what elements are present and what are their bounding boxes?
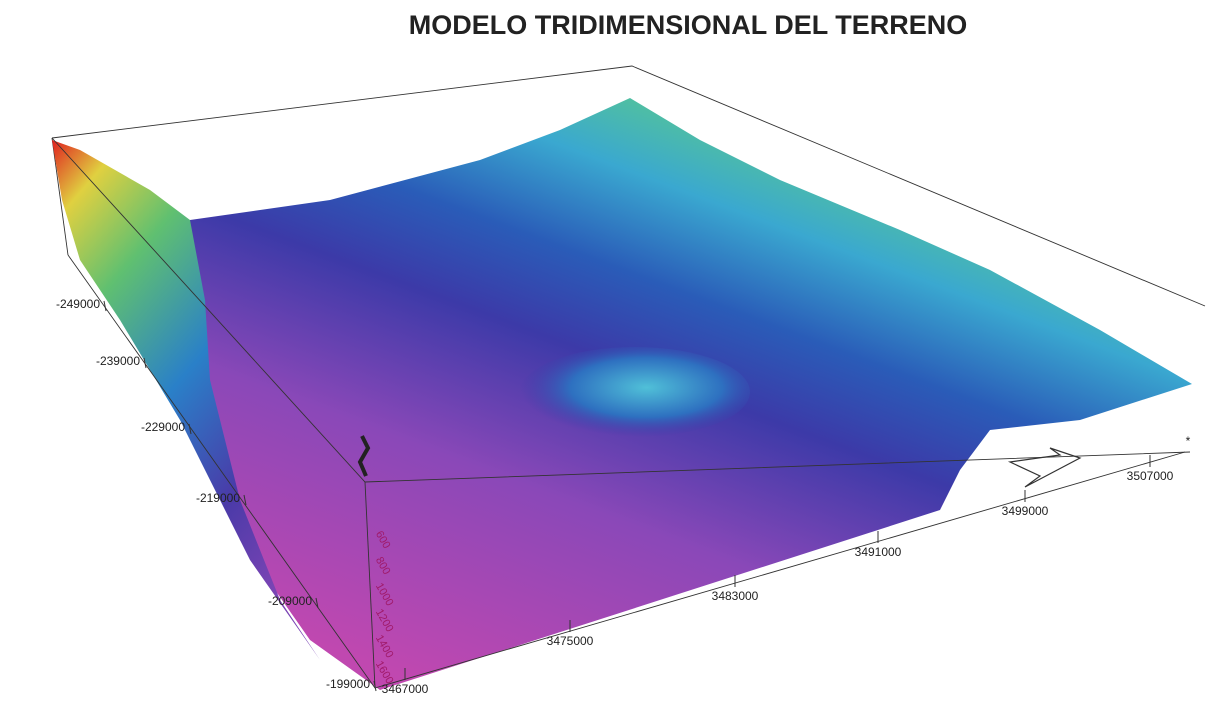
north-arrow xyxy=(1007,447,1082,488)
left-axis-tick xyxy=(143,357,147,369)
left-axis-label: -229000 xyxy=(141,420,185,434)
left-axis-label: -209000 xyxy=(268,594,312,608)
left-axis-tick xyxy=(243,494,247,506)
bottom-axis-label: 3507000 xyxy=(1127,469,1174,483)
title: MODELO TRIDIMENSIONAL DEL TERRENO xyxy=(409,10,968,40)
bottom-axis-label: 3467000 xyxy=(382,682,429,696)
left-axis-tick xyxy=(103,300,107,312)
terrain-ridge xyxy=(52,140,320,660)
left-axis-label: -239000 xyxy=(96,354,140,368)
bottom-axis-label: 3499000 xyxy=(1002,504,1049,518)
left-axis-tick xyxy=(373,680,377,692)
bottom-axis-label: 3483000 xyxy=(712,589,759,603)
left-axis-label: -249000 xyxy=(56,297,100,311)
frame-front-edge xyxy=(364,481,376,689)
frame-top-back xyxy=(51,65,1206,307)
bottom-axis-label: 3491000 xyxy=(855,545,902,559)
left-axis-label: -199000 xyxy=(326,677,370,691)
bottom-axis-label: 3475000 xyxy=(547,634,594,648)
frame-left-edge xyxy=(51,137,69,256)
left-axis-tick xyxy=(188,423,192,435)
depth-marker xyxy=(357,435,371,477)
left-axis-tick xyxy=(315,597,319,609)
terrain-dome xyxy=(520,347,750,437)
left-axis-label: -219000 xyxy=(196,491,240,505)
star-mark: * xyxy=(1186,434,1191,448)
